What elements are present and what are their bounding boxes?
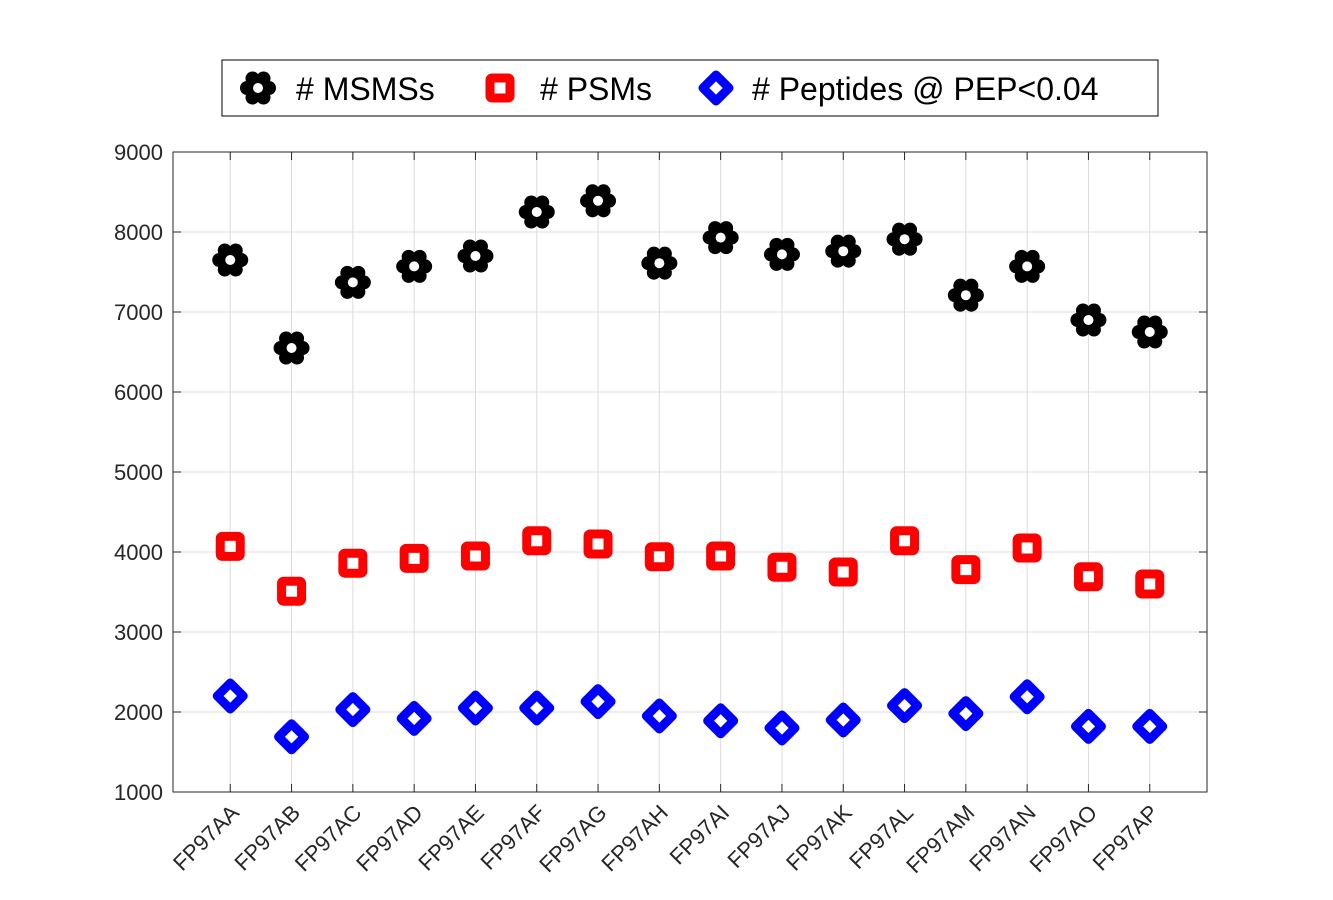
marker-center — [347, 277, 358, 288]
data-point — [334, 265, 371, 299]
legend-label: # PSMs — [540, 71, 652, 107]
marker-center — [531, 207, 542, 217]
data-point — [399, 543, 429, 573]
data-point — [274, 719, 310, 755]
data-point — [825, 702, 861, 738]
marker-center — [1144, 327, 1155, 337]
data-point — [519, 690, 555, 726]
data-point — [764, 710, 800, 746]
data-point — [1131, 315, 1168, 349]
y-tick-label: 6000 — [114, 380, 163, 405]
marker-center — [654, 258, 665, 269]
y-tick-label: 3000 — [114, 620, 163, 645]
data-point — [702, 221, 739, 255]
series-group — [215, 526, 1165, 606]
marker-center — [838, 246, 849, 257]
data-point — [335, 692, 371, 728]
data-point — [767, 552, 797, 582]
data-point — [706, 541, 736, 571]
marker-center — [1022, 261, 1033, 272]
marker-center — [715, 232, 726, 243]
data-point — [396, 249, 433, 283]
y-tick-label: 2000 — [114, 700, 163, 725]
data-point — [457, 690, 493, 726]
data-point — [887, 688, 923, 724]
data-point — [212, 243, 249, 277]
y-tick-label: 4000 — [114, 540, 163, 565]
y-axis: 1000 2000 3000 4000 5000 6000 7000 8000 9000 — [114, 140, 1207, 805]
series-group — [212, 184, 1168, 365]
marker-center — [470, 251, 481, 261]
data-point — [763, 237, 800, 271]
data-point — [1012, 533, 1042, 563]
data-point — [580, 184, 617, 218]
data-point — [948, 696, 984, 732]
y-tick-label: 5000 — [114, 460, 163, 485]
data-point — [1009, 679, 1045, 715]
marker-center — [1083, 315, 1094, 325]
marker-center — [899, 234, 910, 245]
data-point — [273, 331, 310, 365]
legend-box — [221, 59, 1159, 117]
data-point — [396, 700, 432, 736]
data-point — [828, 557, 858, 587]
data-point — [215, 531, 245, 561]
marker-center — [776, 249, 787, 260]
marker-center — [960, 290, 971, 301]
data-point — [825, 234, 862, 268]
legend: # MSMSs # PSMs # Peptides @ PEP<0.04 — [221, 59, 1159, 117]
data-point — [947, 278, 984, 312]
y-tick-label: 9000 — [114, 140, 163, 165]
marker-center — [409, 261, 420, 272]
data-point — [1070, 708, 1106, 744]
data-point — [457, 239, 494, 273]
legend-marker — [485, 73, 515, 103]
legend-marker — [698, 70, 734, 106]
data-point — [1073, 562, 1103, 592]
data-point — [522, 526, 552, 556]
data-point — [583, 529, 613, 559]
data-point — [277, 576, 307, 606]
series-group — [212, 678, 1168, 755]
data-point — [1132, 708, 1168, 744]
data-point — [644, 542, 674, 572]
data-point — [886, 222, 923, 256]
data-point — [703, 703, 739, 739]
data-point — [1070, 303, 1107, 337]
marker-center — [286, 343, 297, 353]
legend-marker — [240, 71, 276, 105]
data-point — [1135, 569, 1165, 599]
y-tick-label: 1000 — [114, 780, 163, 805]
marker-center — [593, 195, 604, 206]
data-point — [951, 555, 981, 585]
legend-label: # MSMSs — [296, 71, 435, 107]
data-point — [580, 684, 616, 720]
data-point — [641, 246, 678, 280]
legend-label: # Peptides @ PEP<0.04 — [752, 71, 1098, 107]
y-tick-label: 7000 — [114, 300, 163, 325]
data-point — [212, 678, 248, 714]
data-point — [338, 548, 368, 578]
data-points — [212, 184, 1168, 755]
data-point — [460, 541, 490, 571]
data-point — [890, 526, 920, 556]
y-tick-label: 8000 — [114, 220, 163, 245]
marker-center — [225, 255, 236, 265]
data-point — [641, 698, 677, 734]
marker-center — [253, 83, 263, 93]
data-point — [1009, 249, 1046, 283]
data-point — [518, 195, 555, 229]
